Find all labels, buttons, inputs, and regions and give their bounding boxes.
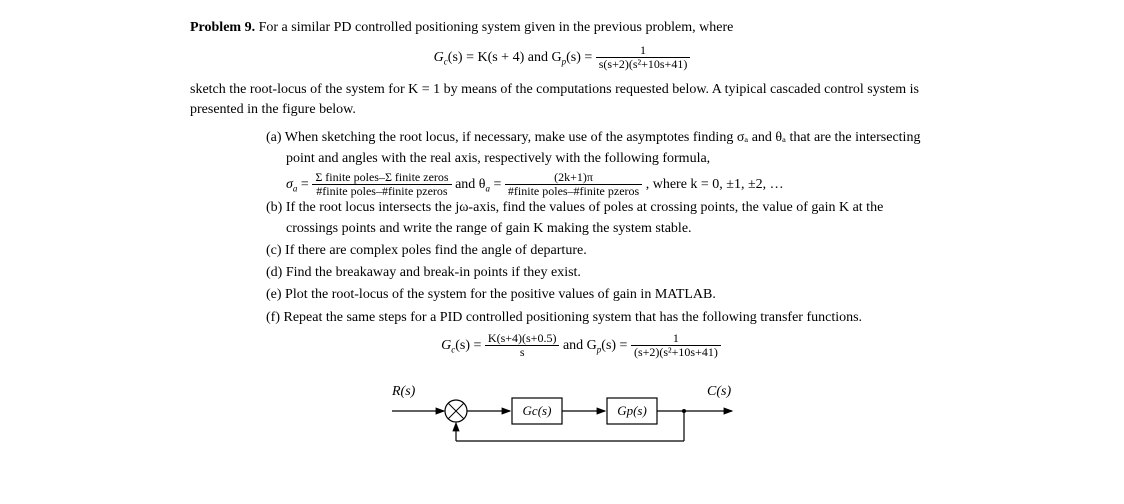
f-frac2-den: (s+2)(s²+10s+41) bbox=[631, 346, 721, 359]
f-frac2: 1 (s+2)(s²+10s+41) bbox=[631, 332, 721, 359]
eq1-den: s(s+2)(s²+10s+41) bbox=[596, 58, 691, 71]
item-f-text: Repeat the same steps for a PID controll… bbox=[284, 310, 863, 325]
item-c-label: (c) bbox=[266, 243, 282, 258]
gp-block-label: Gp(s) bbox=[617, 403, 647, 418]
f-gc-after: (s) = bbox=[455, 338, 485, 353]
where-text: , where k = 0, ±1, ±2, … bbox=[646, 177, 784, 192]
item-f-formula: Gc(s) = K(s+4)(s+0.5) s and Gp(s) = 1 (s… bbox=[228, 332, 934, 359]
eq-gc: G bbox=[434, 50, 444, 65]
f-gp-after: (s) = bbox=[601, 338, 631, 353]
equation-1: Gc(s) = K(s + 4) and Gp(s) = 1 s(s+2)(s²… bbox=[190, 44, 934, 71]
gc-block-label: Gc(s) bbox=[523, 403, 552, 418]
frac-sigma-den: #finite poles–#finite pzeros bbox=[312, 185, 451, 198]
sub-list: (a) When sketching the root locus, if ne… bbox=[190, 128, 934, 359]
frac-theta-den: #finite poles–#finite pzeros bbox=[505, 185, 642, 198]
frac-theta: (2k+1)π #finite poles–#finite pzeros bbox=[505, 171, 642, 198]
pickoff-node bbox=[682, 409, 686, 413]
item-c: (c) If there are complex poles find the … bbox=[228, 241, 934, 261]
title-bold: Problem 9. bbox=[190, 20, 255, 35]
paragraph-2: sketch the root-locus of the system for … bbox=[190, 80, 934, 121]
frac-sigma-num: Σ finite poles–Σ finite zeros bbox=[312, 171, 451, 185]
and-text: and θ bbox=[455, 177, 485, 192]
item-a-text: When sketching the root locus, if necess… bbox=[285, 130, 921, 165]
item-f: (f) Repeat the same steps for a PID cont… bbox=[228, 308, 934, 328]
block-diagram-wrap: R(s) Gc(s) Gp(s) C(s) bbox=[190, 373, 934, 453]
f-frac1: K(s+4)(s+0.5) s bbox=[485, 332, 560, 359]
item-d-label: (d) bbox=[266, 265, 282, 280]
item-b-text: If the root locus intersects the jω-axis… bbox=[286, 200, 883, 235]
item-a-formula: σa = Σ finite poles–Σ finite zeros #fini… bbox=[228, 171, 934, 198]
f-and: and G bbox=[563, 338, 597, 353]
eq-gp-args: (s) = bbox=[566, 50, 596, 65]
f-gc: G bbox=[441, 338, 451, 353]
sigma: σ bbox=[286, 177, 293, 192]
item-a-label: (a) bbox=[266, 130, 282, 145]
f-frac2-num: 1 bbox=[631, 332, 721, 346]
eq-sign-1: = bbox=[297, 177, 312, 192]
f-frac1-num: K(s+4)(s+0.5) bbox=[485, 332, 560, 346]
item-b-label: (b) bbox=[266, 200, 282, 215]
frac-theta-num: (2k+1)π bbox=[505, 171, 642, 185]
item-d-text: Find the breakaway and break-in points i… bbox=[286, 265, 581, 280]
item-f-label: (f) bbox=[266, 310, 280, 325]
item-a: (a) When sketching the root locus, if ne… bbox=[228, 128, 934, 169]
label-r: R(s) bbox=[391, 384, 416, 399]
block-diagram: R(s) Gc(s) Gp(s) C(s) bbox=[352, 373, 772, 453]
item-e: (e) Plot the root-locus of the system fo… bbox=[228, 285, 934, 305]
eq1-fraction: 1 s(s+2)(s²+10s+41) bbox=[596, 44, 691, 71]
item-e-text: Plot the root-locus of the system for th… bbox=[285, 287, 716, 302]
eq1-num: 1 bbox=[596, 44, 691, 58]
label-c: C(s) bbox=[707, 384, 731, 399]
eq-gc-args: (s) = K(s + 4) and G bbox=[448, 50, 562, 65]
f-frac1-den: s bbox=[485, 346, 560, 359]
item-c-text: If there are complex poles find the angl… bbox=[285, 243, 587, 258]
problem-title: Problem 9. For a similar PD controlled p… bbox=[190, 18, 934, 38]
frac-sigma: Σ finite poles–Σ finite zeros #finite po… bbox=[312, 171, 451, 198]
item-e-label: (e) bbox=[266, 287, 282, 302]
title-rest: For a similar PD controlled positioning … bbox=[255, 20, 733, 35]
item-b: (b) If the root locus intersects the jω-… bbox=[228, 198, 934, 239]
item-d: (d) Find the breakaway and break-in poin… bbox=[228, 263, 934, 283]
eq-sign-2: = bbox=[490, 177, 505, 192]
